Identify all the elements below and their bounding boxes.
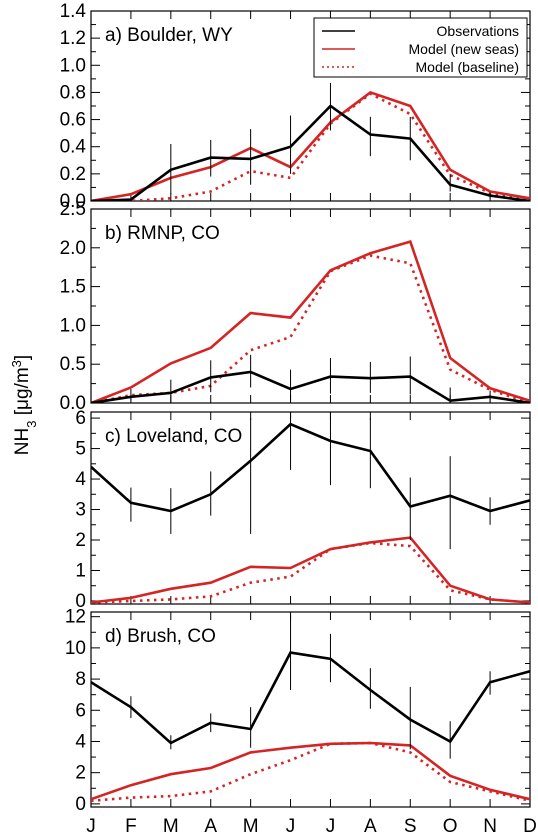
y-tick-label: 1.0	[60, 55, 86, 76]
model-baseline-line	[91, 92, 530, 201]
month-label: O	[443, 816, 458, 837]
panel-1: 0.0 0.2 0.4 0.6 0.8 1.0 1.2 1.4 a) Boulder, WY	[60, 1, 531, 212]
panel-4: 0 2 4 6 8 10 12 d) Brush, CO	[65, 607, 531, 815]
month-label: M	[243, 816, 259, 837]
month-label: A	[204, 816, 217, 837]
y-tick-label: 0.8	[60, 82, 86, 103]
y-tick-label: 1.4	[60, 1, 87, 22]
month-label: J	[286, 816, 296, 837]
panel-title: d) Brush, CO	[105, 626, 216, 647]
y-tick-label: 8	[75, 669, 86, 690]
observations-line	[91, 422, 530, 513]
y-tick-label: 2	[75, 530, 86, 551]
y-tick-label: 6	[75, 408, 86, 429]
plot-frame	[90, 411, 531, 605]
legend-label-model-baseline: Model (baseline)	[416, 59, 520, 75]
panel-title: b) RMNP, CO	[105, 223, 220, 244]
legend: Observations Model (new seas) Model (bas…	[313, 17, 528, 78]
month-label: M	[163, 816, 179, 837]
y-tick-label: 0	[75, 794, 86, 815]
y-tick-label: 0.0	[60, 393, 86, 414]
panel-title: c) Loveland, CO	[105, 426, 242, 447]
y-tick-label: 2	[75, 763, 86, 784]
model-baseline-line	[91, 254, 530, 403]
y-tick-label: 1.5	[60, 277, 86, 298]
y-tick-label: 0.2	[60, 164, 86, 185]
y-tick-label: 5	[75, 439, 86, 460]
plot-frame	[90, 611, 531, 808]
ylabel-suffix: ]	[12, 355, 33, 360]
y-tick-label: 0.6	[60, 110, 86, 131]
month-label: J	[326, 816, 336, 837]
y-tick-label: 12	[65, 607, 86, 628]
panel-title: a) Boulder, WY	[105, 25, 233, 46]
y-tick-label: 0.4	[60, 137, 87, 158]
model-new-seas-line	[91, 90, 530, 201]
model-new-seas-line	[91, 536, 530, 604]
month-label: A	[364, 816, 377, 837]
model-baseline-line	[91, 741, 530, 803]
month-label: S	[404, 816, 417, 837]
y-tick-label: 3	[75, 500, 86, 521]
panel-3: 0 1 2 3 4 5 6 c) Loveland, CO	[75, 408, 531, 612]
y-tick-label: 10	[65, 638, 86, 659]
y-tick-label: 2.5	[60, 199, 86, 220]
y-tick-label: 0.0	[60, 191, 86, 212]
y-tick-label: 4	[75, 731, 86, 752]
y-tick-label: 0.5	[60, 354, 86, 375]
observations-line	[91, 104, 530, 201]
legend-box	[313, 17, 528, 78]
legend-label-observations: Observations	[437, 23, 519, 39]
legend-label-model-new: Model (new seas)	[409, 41, 520, 57]
ylabel-prefix: NH	[12, 428, 33, 455]
ylabel-sub: 3	[24, 421, 39, 428]
month-label: F	[125, 816, 137, 837]
panels: 0.00.20.40.60.81.01.21.4a) Boulder, WY0.…	[60, 1, 537, 837]
ylabel-mid: [μg/m	[12, 367, 33, 420]
y-tick-label: 0	[75, 591, 86, 612]
model-baseline-line	[91, 541, 530, 604]
y-tick-label: 1.0	[60, 315, 86, 336]
y-axis-label: NH3 [μg/m3]	[9, 355, 39, 455]
month-label: J	[86, 816, 96, 837]
model-new-seas-line	[91, 240, 530, 403]
y-tick-label: 2.0	[60, 238, 86, 259]
ylabel-sup: 3	[9, 360, 24, 367]
y-tick-label: 6	[75, 700, 86, 721]
month-label: D	[523, 816, 537, 837]
month-label: N	[483, 816, 497, 837]
y-tick-label: 1.2	[60, 28, 86, 49]
observations-line	[91, 370, 530, 403]
y-tick-label: 4	[75, 469, 86, 490]
observations-line	[91, 651, 530, 745]
panel-2: 0.0 0.5 1.0 1.5 2.0 2.5 b) RMNP, CO	[60, 199, 531, 414]
model-new-seas-line	[91, 741, 530, 801]
y-tick-label: 1	[75, 560, 86, 581]
